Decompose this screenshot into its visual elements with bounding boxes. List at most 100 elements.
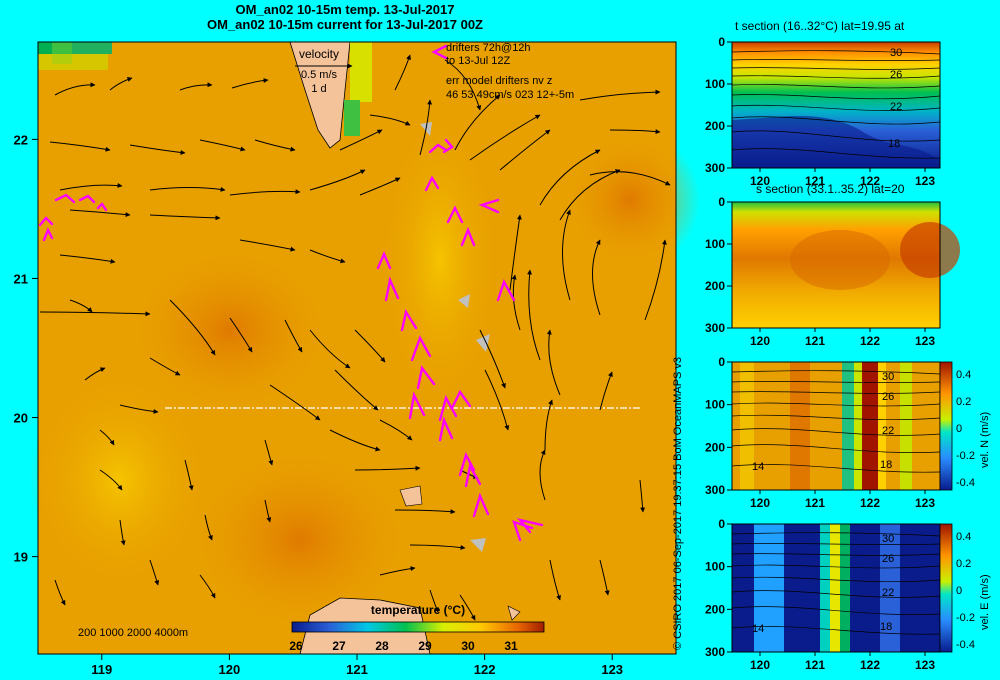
vel-e-colorbar-ticks: 0.4 0.2 0 -0.2 -0.4 [956, 531, 975, 651]
contour-label: 18 [888, 138, 900, 150]
drifter-chevron [458, 451, 476, 477]
contour-line [731, 59, 941, 61]
contour-line [731, 148, 941, 159]
current-vector [69, 299, 93, 313]
section-y-tick-label: 100 [705, 398, 725, 412]
t-section-title: t section (16..32°C) lat=19.95 at [735, 19, 905, 33]
contour-label: 30 [882, 533, 894, 545]
current-vector [284, 319, 303, 353]
velocity-colorbar-tick-label: 0.2 [956, 558, 971, 570]
current-vector [562, 209, 571, 301]
current-vector [149, 186, 226, 192]
vel-e-band [830, 524, 840, 652]
contour-label: 18 [880, 459, 892, 471]
map-y-tick-label: 22 [14, 132, 28, 147]
current-vector [199, 574, 216, 599]
t-section-panel: t section (16..32°C) lat=19.95 at [731, 19, 941, 169]
velocity-colorbar-tick-label: 0.4 [956, 531, 971, 543]
contour-line [731, 553, 941, 556]
drifter-chevron [384, 276, 400, 302]
contour-label: 22 [882, 587, 894, 599]
drifter-chevron [42, 227, 54, 242]
vel-n-contours [731, 370, 941, 473]
velocity-colorbar-tick-label: -0.2 [956, 450, 975, 462]
current-vector [379, 566, 416, 576]
section-x-tick-label: 122 [860, 658, 880, 672]
cold-patch-nw [38, 42, 52, 54]
current-vector [59, 254, 116, 264]
s-section-core [790, 230, 890, 290]
section-x-tick-label: 121 [805, 496, 825, 510]
err-values: 46 53 49cm/s 023 12+-5m [446, 89, 574, 101]
drifter-chevron [472, 492, 490, 518]
current-vector [329, 429, 381, 452]
current-vector [599, 559, 610, 596]
current-vector [99, 469, 123, 491]
section-y-tick-label: 200 [705, 119, 725, 133]
drifter-chevron [424, 175, 440, 192]
vel-n-colorbar [939, 361, 953, 491]
depth-contour-legend: 200 1000 2000 4000m [78, 627, 188, 639]
contour-line [731, 104, 941, 111]
current-vector [359, 177, 401, 196]
section-y-tick-label: 100 [705, 560, 725, 574]
map-x-tick-label: 123 [601, 662, 623, 677]
section-x-tick-label: 122 [860, 334, 880, 348]
drifters-label-2: to 13-Jul 12Z [446, 55, 510, 67]
vel-e-band [850, 524, 880, 652]
contour-line [731, 464, 941, 473]
contour-line [731, 626, 941, 635]
contour-label: 22 [890, 101, 902, 113]
current-vector [539, 449, 546, 501]
current-vector [184, 459, 194, 491]
cool-strip-taiwan [350, 42, 372, 102]
current-vector [429, 589, 439, 613]
vel-n-colorbar-ticks: 0.4 0.2 0 -0.2 -0.4 [956, 369, 975, 489]
vel-e-section-panel: vel. E (m/s) 0.4 0.2 0 -0.2 -0.4 [731, 523, 991, 653]
section-x-tick-label: 122 [860, 496, 880, 510]
green-patch-taiwan [344, 100, 360, 136]
current-vector [199, 139, 246, 152]
current-vector [546, 329, 561, 396]
vel-n-band [790, 362, 810, 490]
drifter-chevron [410, 335, 432, 362]
contour-line [731, 532, 941, 537]
current-vector [69, 209, 131, 218]
section-x-tick-label: 122 [860, 174, 880, 188]
vel-e-band [732, 524, 754, 652]
vel-e-band [784, 524, 820, 652]
map-y-tick-label: 21 [14, 271, 28, 286]
current-vector [469, 114, 541, 161]
cold-patch-nw4 [38, 54, 108, 70]
current-vector [539, 149, 601, 206]
drifter-chevron [438, 394, 458, 422]
contour-line [731, 414, 941, 421]
contour-line [731, 67, 941, 70]
section-y-tick-label: 0 [718, 35, 725, 49]
contour-line [731, 606, 941, 615]
vel-e-band [754, 524, 784, 652]
current-vector [54, 579, 66, 606]
vel-n-band [862, 362, 878, 490]
map-y-tick-label: 19 [14, 550, 28, 565]
current-vector [149, 559, 160, 586]
cold-patch-nw3 [72, 42, 112, 54]
section-y-tick-label: 0 [718, 355, 725, 369]
current-vector [339, 129, 383, 151]
current-vector [454, 94, 501, 151]
current-vector [509, 214, 522, 291]
warm-region-south [180, 440, 420, 640]
contour-label: 14 [752, 623, 764, 635]
vel-n-section-panel: vel. N (m/s) 0.4 0.2 0 -0.2 -0.4 [731, 361, 991, 491]
current-vector [54, 82, 96, 96]
contour-line [731, 130, 941, 142]
current-vector [544, 399, 553, 451]
section-y-tick-label: 300 [705, 161, 725, 175]
current-vector [559, 169, 621, 221]
map-x-axis: 119 120 121 122 123 [91, 654, 623, 677]
current-vector [609, 129, 661, 135]
map-panel: velocity 0.5 m/s 1 d drifters 72h@12h to… [14, 41, 700, 677]
t-section-contours [731, 50, 941, 159]
section-y-tick-label: 200 [705, 440, 725, 454]
vel-e-contours [731, 532, 941, 635]
